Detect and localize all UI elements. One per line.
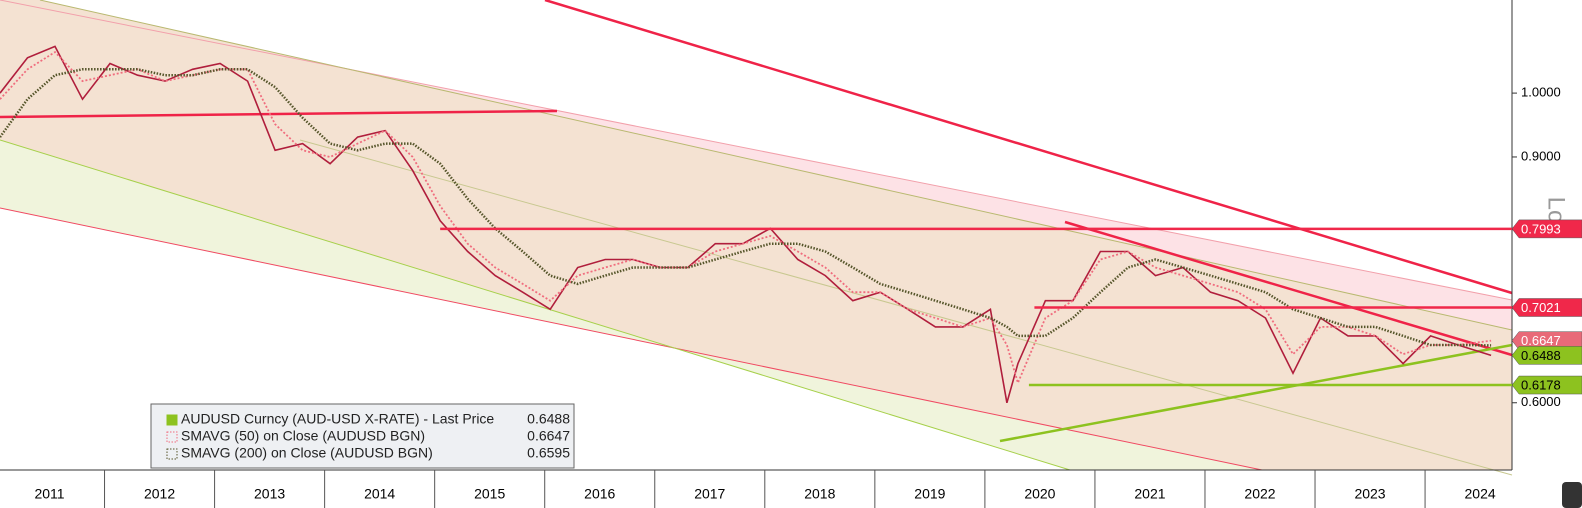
x-tick-label: 2014 [364,486,395,502]
x-tick-label: 2013 [254,486,285,502]
level-tag-label: 0.7993 [1521,221,1561,236]
channel-line [0,207,1263,471]
level-tag-label: 0.7021 [1521,300,1561,315]
legend: AUDUSD Curncy (AUD-USD X-RATE) - Last Pr… [150,403,575,469]
scroll-handle [1562,482,1582,508]
trend-line [544,0,1513,295]
side-label: Lo [1543,197,1570,224]
legend-value: 0.6488 [527,411,570,427]
level-tag [1511,219,1582,239]
x-tick-label: 2015 [474,486,505,502]
y-tick-label: 0.9000 [1521,148,1561,163]
legend-marker [166,448,178,460]
trend-line [0,109,558,119]
level-tag [1511,298,1582,317]
legend-box [150,403,575,469]
x-tick-label: 2016 [584,486,615,502]
level-tag-label: 0.6178 [1521,377,1561,392]
level-tag-label: 0.6647 [1521,333,1561,348]
channel-line [39,0,1513,331]
x-tick-label: 2024 [1465,486,1496,502]
series-line [0,68,1492,347]
x-tick-label: 2012 [144,486,175,502]
legend-marker [166,414,178,426]
channel-line [0,0,1513,301]
y-tick-label: 1.0000 [1521,85,1561,100]
x-tick-label: 2018 [804,486,835,502]
legend-marker [166,431,178,443]
x-tick-label: 2021 [1134,486,1165,502]
x-tick-label: 2011 [34,486,64,502]
x-tick-label: 2023 [1354,486,1385,502]
level-tag-label: 0.6488 [1521,348,1561,363]
series-line [0,45,1492,404]
level-tag [1511,375,1582,395]
trend-line [1064,220,1513,357]
legend-label: AUDUSD Curncy (AUD-USD X-RATE) - Last Pr… [181,411,494,427]
x-tick-label: 2022 [1244,486,1275,502]
trend-line [999,343,1513,443]
series-line [0,50,1492,386]
plot-area [0,45,1492,404]
legend-value: 0.6595 [527,445,570,461]
legend-value: 0.6647 [527,428,570,444]
x-tick-label: 2017 [694,486,725,502]
x-tick-label: 2019 [914,486,945,502]
channel-line [0,139,1071,471]
level-tag [1511,346,1582,365]
x-tick-label: 2020 [1024,486,1055,502]
y-tick-label: 0.6000 [1521,394,1561,409]
beige-channel [0,0,1512,470]
legend-label: SMAVG (50) on Close (AUDUSD BGN) [181,428,425,444]
legend-label: SMAVG (200) on Close (AUDUSD BGN) [181,445,433,461]
